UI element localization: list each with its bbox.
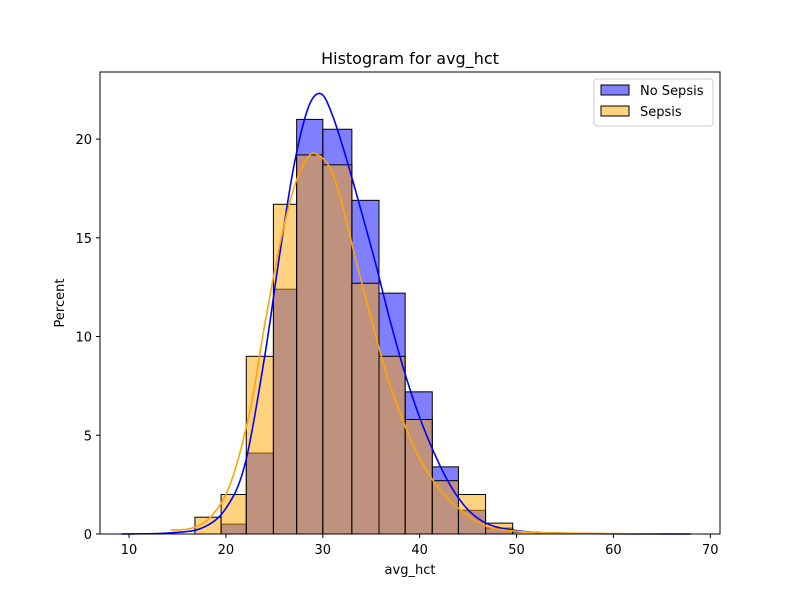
kde-layer (121, 92, 691, 535)
x-tick-label-20: 20 (218, 543, 235, 558)
x-tick-label-60: 60 (605, 543, 622, 558)
legend-swatch-sepsis (600, 105, 630, 117)
legend: No Sepsis Sepsis (593, 78, 714, 127)
x-axis-label: avg_hct (385, 563, 436, 578)
legend-swatch-no-sepsis (600, 84, 630, 96)
x-tick-label-50: 50 (508, 543, 525, 558)
x-tick-label-40: 40 (411, 543, 428, 558)
y-tick-label-20: 20 (75, 133, 92, 148)
y-axis: 0 5 10 15 20 (75, 133, 100, 543)
legend-label-no-sepsis: No Sepsis (640, 84, 704, 99)
y-tick-label-5: 5 (84, 429, 92, 444)
bar-sepsis-5 (322, 164, 353, 535)
kde-line-sepsis (170, 152, 662, 535)
bar-sepsis-7 (378, 355, 406, 535)
x-axis: 10 20 30 40 50 60 70 (121, 534, 719, 558)
y-tick-label-0: 0 (84, 528, 92, 543)
y-tick-label-10: 10 (75, 331, 92, 346)
plot-frame (99, 71, 721, 535)
chart-title: Histogram for avg_hct (321, 49, 499, 69)
legend-label-sepsis: Sepsis (640, 105, 682, 120)
x-tick-label-30: 30 (315, 543, 332, 558)
x-tick-label-10: 10 (121, 543, 138, 558)
bar-sepsis-4 (296, 154, 324, 535)
bar-sepsis-3 (272, 203, 298, 535)
bar-sepsis-6 (351, 282, 380, 535)
kde-line-no-sepsis (121, 92, 691, 535)
y-axis-label: Percent (53, 279, 68, 328)
y-tick-label-15: 15 (75, 232, 92, 247)
bar-sepsis-1 (220, 494, 247, 535)
x-tick-label-70: 70 (702, 543, 719, 558)
bar-sepsis-9 (431, 480, 459, 535)
bars-layer (194, 118, 540, 535)
